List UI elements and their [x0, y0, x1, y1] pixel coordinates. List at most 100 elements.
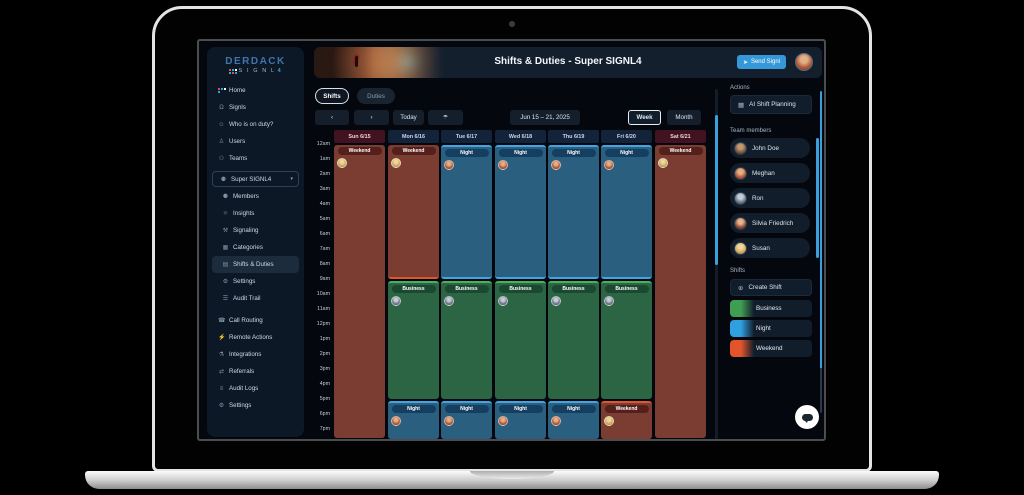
sidebar-item-integrations[interactable]: ⚗ Integrations [218, 351, 262, 358]
shift-block-night[interactable]: Night [548, 401, 599, 439]
team-member-meghan[interactable]: Meghan [730, 163, 810, 183]
avatar-ron [444, 296, 454, 306]
shift-block-weekend[interactable]: Weekend [388, 145, 439, 279]
shift-block-business[interactable]: Business [495, 281, 546, 399]
superhero-silhouette [355, 56, 358, 67]
home-icon [218, 88, 226, 93]
team-member-silvia-friedrich[interactable]: Silvia Friedrich [730, 213, 810, 233]
shift-block-business[interactable]: Business [388, 281, 439, 399]
sidebar-item-call-routing[interactable]: ☎ Call Routing [218, 317, 263, 324]
time-label: 4am [319, 201, 330, 207]
plus-icon: ⊕ [738, 284, 744, 292]
time-label: 3pm [319, 366, 330, 372]
ai-shift-planning-button[interactable]: ▦ AI Shift Planning [730, 95, 812, 114]
page-title: Shifts & Duties - Super SIGNL4 [494, 56, 642, 67]
shift-type-weekend[interactable]: Weekend [730, 340, 812, 357]
avatar [734, 216, 747, 230]
time-label: 1am [319, 156, 330, 162]
sidebar-item-signls[interactable]: Ω Signls [219, 104, 246, 111]
sidebar-item-home[interactable]: Home [207, 82, 304, 99]
time-label: 6am [319, 231, 330, 237]
create-shift-button[interactable]: ⊕ Create Shift [730, 279, 812, 296]
sidebar-item-teams[interactable]: ⚇ Teams [218, 155, 248, 162]
audit-trail-icon: ☰ [222, 296, 229, 302]
shift-block-night[interactable]: Night [601, 145, 652, 279]
sidebar-item-members[interactable]: ⚈ Members [222, 193, 259, 200]
user-avatar[interactable] [795, 53, 813, 71]
brand-name: DERDACK [225, 56, 286, 67]
shift-block-night[interactable]: Night [495, 401, 546, 439]
time-label: 7am [319, 246, 330, 252]
month-view-button[interactable]: Month [667, 110, 701, 125]
sidebar-item-users[interactable]: ♙ Users [218, 138, 246, 145]
shift-type-business[interactable]: Business [730, 300, 812, 317]
avatar-meghan [551, 416, 561, 426]
vacation-icon-button[interactable]: ☂ [428, 110, 463, 125]
list-icon: ≡ [219, 385, 224, 392]
chevron-down-icon: ▾ [290, 176, 293, 182]
chat-bubble-button[interactable] [795, 405, 819, 429]
shift-block-weekend[interactable]: Weekend [655, 145, 706, 438]
day-header-sat: Sat 6/21 [655, 130, 706, 143]
sidebar-item-insights[interactable]: ⚛ Insights [222, 210, 255, 217]
shift-block-night[interactable]: Night [548, 145, 599, 279]
ai-planning-icon: ▦ [738, 101, 745, 109]
today-button[interactable]: Today [393, 110, 424, 125]
shift-block-weekend[interactable]: Weekend [334, 145, 385, 438]
sidebar-item-settings-team[interactable]: ⚙ Settings [222, 278, 256, 285]
calendar-scrollbar[interactable] [715, 89, 718, 439]
avatar-ron [498, 296, 508, 306]
laptop-notch [470, 471, 554, 479]
avatar [734, 166, 747, 180]
sidebar-scrollbar[interactable] [819, 91, 822, 413]
time-label: 7pm [319, 426, 330, 432]
sidebar-item-settings[interactable]: ⚙ Settings [218, 402, 252, 409]
sidebar-item-referrals[interactable]: ⇄ Referrals [218, 368, 255, 375]
prev-week-button[interactable]: ‹ [315, 110, 349, 125]
avatar-susan [337, 158, 347, 168]
shift-block-night[interactable]: Night [441, 145, 492, 279]
time-label: 11am [317, 306, 330, 312]
gear-icon: ⚙ [222, 279, 229, 285]
shift-block-night[interactable]: Night [388, 401, 439, 439]
shift-type-night[interactable]: Night [730, 320, 812, 337]
next-week-button[interactable]: › [354, 110, 389, 125]
shift-block-weekend[interactable]: Weekend [601, 401, 652, 439]
sidebar-item-super-signl4[interactable]: ⚉ Super SIGNL4 ▾ [212, 171, 299, 187]
lightbulb-icon: ⚛ [222, 211, 229, 217]
shift-block-night[interactable]: Night [441, 401, 492, 439]
team-member-susan[interactable]: Susan [730, 238, 810, 258]
avatar-susan [391, 158, 401, 168]
tab-duties[interactable]: Duties [357, 88, 395, 104]
sidebar-item-who-is-on-duty[interactable]: ☺ Who is on duty? [218, 121, 274, 128]
sidebar-item-audit-logs[interactable]: ≡ Audit Logs [219, 385, 259, 392]
shift-block-business[interactable]: Business [441, 281, 492, 399]
members-scrollbar[interactable] [816, 138, 819, 258]
week-view-button[interactable]: Week [628, 110, 661, 125]
bolt-icon: ⚡ [218, 335, 226, 341]
send-signl-button[interactable]: ➤ Send Signl [736, 55, 786, 69]
shift-block-night[interactable]: Night [495, 145, 546, 279]
day-header-thu: Thu 6/19 [548, 130, 599, 143]
sidebar-item-categories[interactable]: ▦ Categories [222, 244, 263, 251]
calendar-icon: ▤ [222, 262, 229, 268]
avatar [734, 241, 747, 255]
shift-block-business[interactable]: Business [548, 281, 599, 399]
sidebar-item-audit-trail[interactable]: ☰ Audit Trail [222, 295, 261, 302]
time-label: 6pm [319, 411, 330, 417]
sidebar-item-shifts-duties[interactable]: ▤ Shifts & Duties [212, 256, 299, 273]
time-label: 2pm [319, 351, 330, 357]
team-group-icon: ⚉ [220, 176, 227, 183]
laptop-base [85, 471, 939, 489]
teams-icon: ⚇ [218, 156, 225, 162]
tab-shifts[interactable]: Shifts [315, 88, 349, 104]
sidebar-item-remote-actions[interactable]: ⚡ Remote Actions [218, 334, 273, 341]
referrals-icon: ⇄ [218, 369, 225, 375]
avatar-meghan [551, 160, 561, 170]
team-member-john-doe[interactable]: John Doe [730, 138, 810, 158]
sidebar-item-signaling[interactable]: ⚒ Signaling [222, 227, 259, 234]
date-range-label[interactable]: Jun 15 – 21, 2025 [510, 110, 580, 125]
shift-block-business[interactable]: Business [601, 281, 652, 399]
team-member-ron[interactable]: Ron [730, 188, 810, 208]
day-header-wed: Wed 6/18 [495, 130, 546, 143]
